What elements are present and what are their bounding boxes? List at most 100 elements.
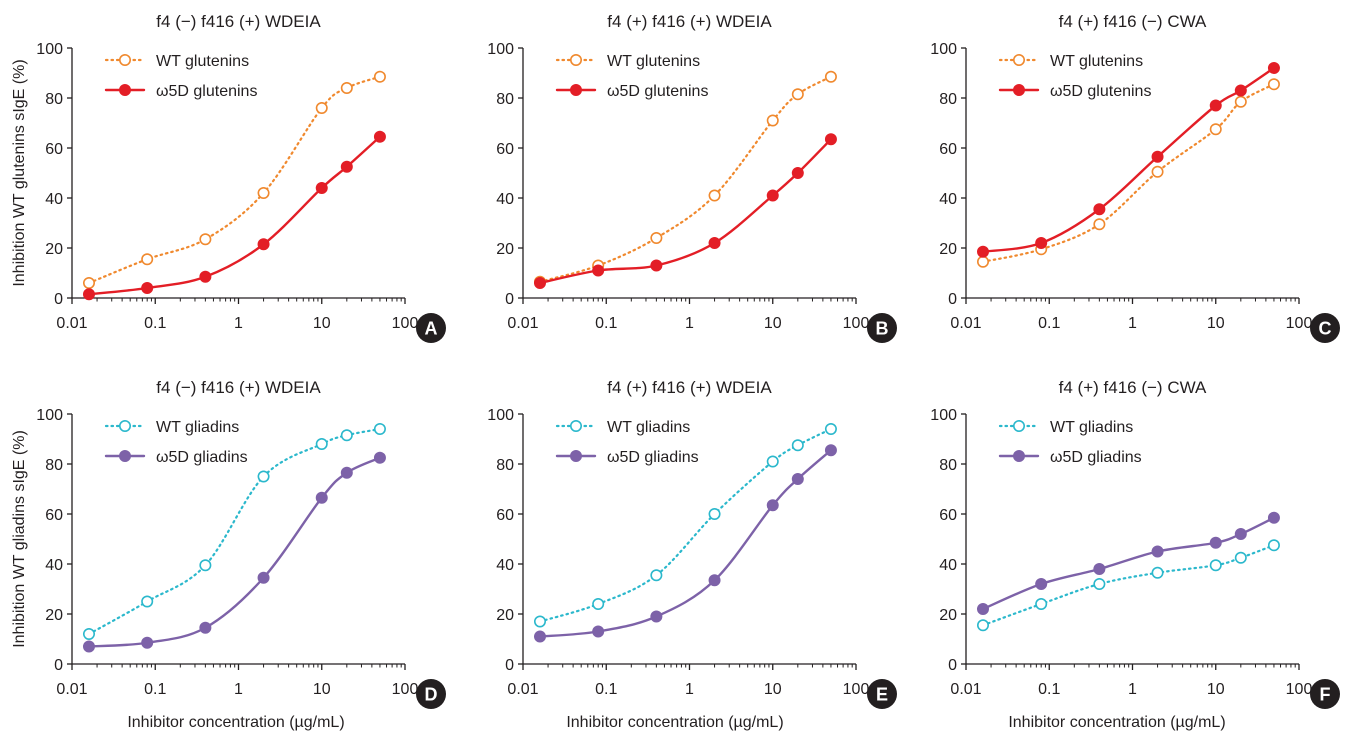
- y-tick-label: 40: [939, 557, 957, 574]
- x-axis-label-d: Inhibitor concentration (µg/mL): [127, 714, 344, 731]
- panel-c: f4 (+) f416 (−) CWA 0 20 40 60 80 100 0.01 0.1 1 1…: [930, 12, 1340, 343]
- data-point: [373, 130, 386, 143]
- x-tick-label: 0.1: [595, 681, 617, 698]
- data-point: [1035, 237, 1048, 250]
- data-point: [1035, 577, 1048, 590]
- data-point: [1093, 203, 1106, 216]
- y-tick-label: 40: [496, 557, 514, 574]
- data-point: [791, 439, 804, 452]
- legend-label: ω5D gliadins: [1050, 449, 1142, 466]
- data-point: [82, 627, 95, 640]
- data-point: [766, 114, 779, 127]
- data-point: [1267, 539, 1280, 552]
- data-point: [373, 422, 386, 435]
- data-point: [82, 276, 95, 289]
- data-point: [650, 569, 663, 582]
- legend-label: ω5D glutenins: [607, 83, 708, 100]
- legend-swatch-marker: [119, 53, 132, 66]
- data-point: [315, 182, 328, 195]
- x-tick-label: 0.1: [1038, 315, 1060, 332]
- data-point: [976, 602, 989, 615]
- data-point: [1267, 511, 1280, 524]
- y-tick-label: 20: [496, 241, 514, 258]
- y-tick-label: 100: [930, 41, 957, 58]
- legend-swatch-marker: [1012, 449, 1025, 462]
- data-point: [257, 238, 270, 251]
- data-point: [791, 88, 804, 101]
- data-point: [340, 466, 353, 479]
- panel-badge-label: C: [1319, 319, 1332, 339]
- data-point: [592, 597, 605, 610]
- y-tick-label: 0: [505, 657, 514, 674]
- x-tick-label: 10: [1207, 681, 1225, 698]
- data-point: [199, 559, 212, 572]
- data-point: [976, 255, 989, 268]
- panel-b: f4 (+) f416 (+) WDEIA 0 20 40 60 80 100 0.01 0.1…: [487, 12, 897, 343]
- data-point: [199, 621, 212, 634]
- y-tick-label: 40: [45, 557, 63, 574]
- data-point: [708, 237, 721, 250]
- x-tick-label: 10: [764, 315, 782, 332]
- data-point: [1151, 165, 1164, 178]
- panel-title: f4 (+) f416 (−) CWA: [1059, 378, 1207, 397]
- y-tick-label: 0: [54, 291, 63, 308]
- legend-label: WT glutenins: [1050, 53, 1143, 70]
- data-point: [533, 630, 546, 643]
- data-point: [592, 625, 605, 638]
- y-tick-label: 60: [45, 507, 63, 524]
- y-tick-label: 80: [496, 457, 514, 474]
- data-point: [199, 233, 212, 246]
- data-point: [1151, 545, 1164, 558]
- panel-badge-label: F: [1320, 685, 1331, 705]
- y-tick-label: 80: [939, 91, 957, 108]
- data-point: [1234, 527, 1247, 540]
- data-point: [533, 615, 546, 628]
- data-point: [1234, 551, 1247, 564]
- x-tick-label: 1: [685, 315, 694, 332]
- x-tick-label: 10: [764, 681, 782, 698]
- data-point: [82, 288, 95, 301]
- series-line: [87, 456, 382, 648]
- x-tick-label: 10: [313, 315, 331, 332]
- legend-label: WT gliadins: [1050, 419, 1133, 436]
- data-point: [976, 245, 989, 258]
- data-point: [1151, 150, 1164, 163]
- data-point: [340, 160, 353, 173]
- y-tick-label: 60: [45, 141, 63, 158]
- x-tick-label: 100: [392, 681, 419, 698]
- y-tick-label: 60: [496, 141, 514, 158]
- data-point: [824, 444, 837, 457]
- x-tick-label: 0.01: [507, 315, 538, 332]
- y-tick-label: 80: [496, 91, 514, 108]
- data-point: [257, 470, 270, 483]
- x-tick-label: 0.01: [950, 315, 981, 332]
- y-tick-label: 60: [939, 507, 957, 524]
- x-tick-label: 0.1: [1038, 681, 1060, 698]
- x-tick-label: 100: [1286, 315, 1313, 332]
- panel-badge-label: A: [425, 319, 438, 339]
- data-point: [824, 422, 837, 435]
- data-point: [1267, 78, 1280, 91]
- data-point: [766, 499, 779, 512]
- y-tick-label: 40: [45, 191, 63, 208]
- data-point: [340, 82, 353, 95]
- legend-swatch-marker: [569, 84, 582, 97]
- data-point: [257, 571, 270, 584]
- data-point: [708, 507, 721, 520]
- legend-swatch-marker: [119, 449, 132, 462]
- x-tick-label: 1: [685, 681, 694, 698]
- data-point: [1209, 99, 1222, 112]
- data-point: [766, 189, 779, 202]
- x-tick-label: 0.1: [595, 315, 617, 332]
- data-point: [315, 102, 328, 115]
- panel-title: f4 (+) f416 (+) WDEIA: [607, 378, 772, 397]
- series-line: [981, 83, 1276, 263]
- data-point: [824, 70, 837, 83]
- legend-label: ω5D glutenins: [156, 83, 257, 100]
- legend-swatch-marker: [569, 449, 582, 462]
- panel-badge: [416, 679, 446, 709]
- y-tick-label: 80: [939, 457, 957, 474]
- legend-label: WT glutenins: [156, 53, 249, 70]
- x-tick-label: 0.01: [56, 315, 87, 332]
